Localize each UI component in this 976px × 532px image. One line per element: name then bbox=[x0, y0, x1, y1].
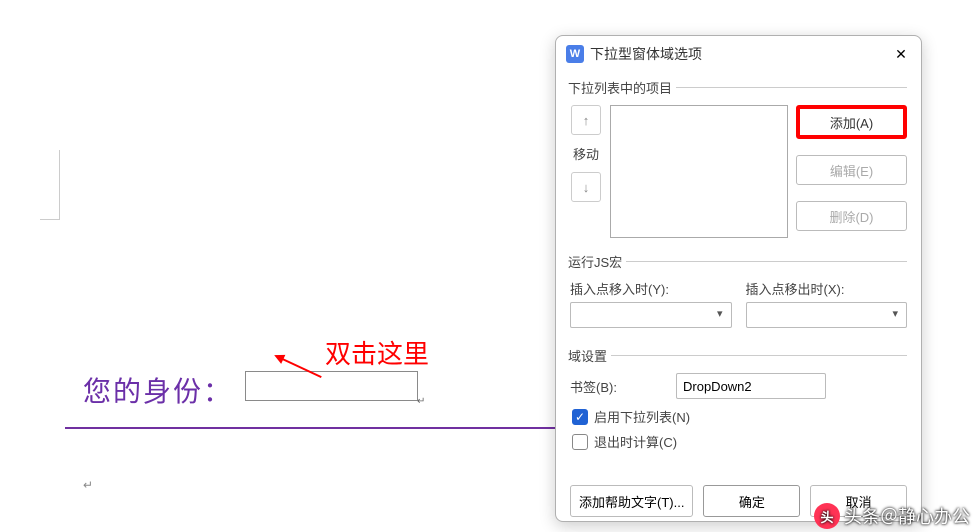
macro-exit-label: 插入点移出时(X): bbox=[746, 279, 908, 298]
macro-exit-combo[interactable] bbox=[746, 302, 908, 328]
paragraph-marker: ↵ bbox=[83, 478, 93, 492]
calc-on-exit-label: 退出时计算(C) bbox=[594, 432, 677, 451]
move-controls: ↑ 移动 ↓ bbox=[570, 105, 602, 238]
annotation-text: 双击这里 bbox=[325, 334, 429, 371]
edit-button-label: 编辑(E) bbox=[830, 161, 873, 180]
macro-enter-combo[interactable] bbox=[570, 302, 732, 328]
field-settings-section: 域设置 书签(B): ✓ 启用下拉列表(N) 退出时计算(C) bbox=[570, 346, 907, 465]
identity-label: 您的身份： bbox=[83, 370, 233, 410]
items-listbox[interactable] bbox=[610, 105, 788, 238]
close-button[interactable]: ✕ bbox=[891, 44, 911, 64]
bookmark-label: 书签(B): bbox=[570, 377, 666, 396]
ok-button[interactable]: 确定 bbox=[703, 485, 800, 517]
field-settings-legend: 域设置 bbox=[568, 346, 611, 365]
dialog-titlebar[interactable]: W 下拉型窗体域选项 ✕ bbox=[556, 36, 921, 72]
enable-dropdown-label: 启用下拉列表(N) bbox=[594, 407, 690, 426]
dropdown-form-field[interactable] bbox=[245, 371, 418, 401]
edit-button[interactable]: 编辑(E) bbox=[796, 155, 907, 185]
enable-dropdown-row[interactable]: ✓ 启用下拉列表(N) bbox=[570, 407, 907, 426]
macro-enter-label: 插入点移入时(Y): bbox=[570, 279, 732, 298]
dialog-title: 下拉型窗体域选项 bbox=[590, 44, 891, 64]
calc-on-exit-row[interactable]: 退出时计算(C) bbox=[570, 432, 907, 451]
page-edge-decoration bbox=[40, 150, 60, 220]
add-help-text-button[interactable]: 添加帮助文字(T)... bbox=[570, 485, 693, 517]
delete-button-label: 删除(D) bbox=[829, 207, 873, 226]
add-button[interactable]: 添加(A) bbox=[796, 105, 907, 139]
dropdown-options-dialog: W 下拉型窗体域选项 ✕ 下拉列表中的项目 ↑ 移动 ↓ 添加(A) 编辑(E) bbox=[555, 35, 922, 522]
watermark-text: 头条＠静心办公 bbox=[844, 503, 970, 529]
move-label: 移动 bbox=[573, 144, 599, 163]
macro-legend: 运行JS宏 bbox=[568, 252, 626, 271]
enable-dropdown-checkbox[interactable]: ✓ bbox=[572, 409, 588, 425]
move-up-button[interactable]: ↑ bbox=[571, 105, 601, 135]
add-button-label: 添加(A) bbox=[830, 113, 873, 132]
watermark: 头 头条＠静心办公 bbox=[814, 503, 970, 529]
app-icon: W bbox=[566, 45, 584, 63]
dialog-body: 下拉列表中的项目 ↑ 移动 ↓ 添加(A) 编辑(E) 删除(D) bbox=[556, 72, 921, 485]
horizontal-divider bbox=[65, 427, 625, 429]
bookmark-input[interactable] bbox=[676, 373, 826, 399]
list-items-legend: 下拉列表中的项目 bbox=[568, 78, 676, 97]
watermark-icon: 头 bbox=[814, 503, 840, 529]
delete-button[interactable]: 删除(D) bbox=[796, 201, 907, 231]
field-end-marker: ↵ bbox=[417, 396, 425, 407]
js-macro-section: 运行JS宏 插入点移入时(Y): 插入点移出时(X): bbox=[570, 252, 907, 336]
move-down-button[interactable]: ↓ bbox=[571, 172, 601, 202]
list-items-section: 下拉列表中的项目 ↑ 移动 ↓ 添加(A) 编辑(E) 删除(D) bbox=[570, 78, 907, 242]
calc-on-exit-checkbox[interactable] bbox=[572, 434, 588, 450]
